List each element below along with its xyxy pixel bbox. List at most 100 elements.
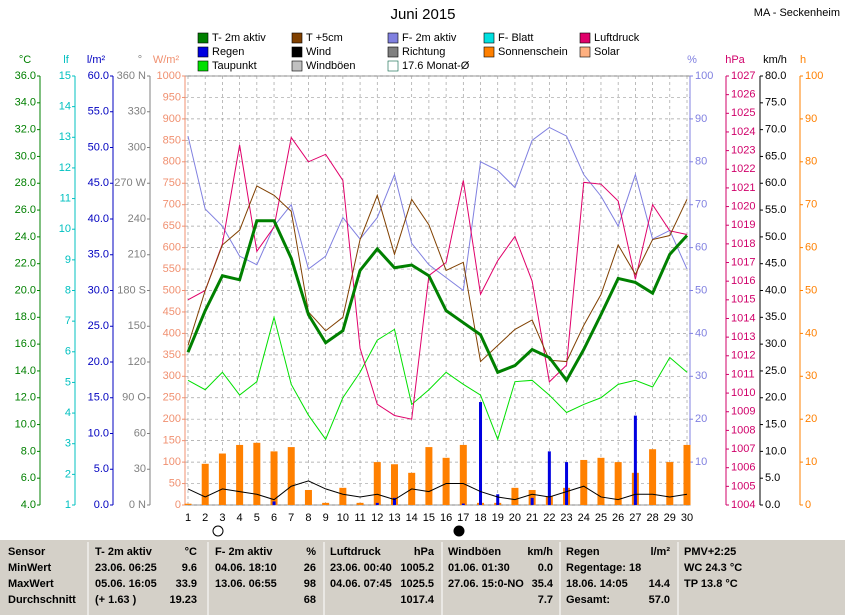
x-tick-label: 27 — [629, 512, 641, 524]
x-tick-label: 15 — [423, 512, 435, 524]
sun-bar — [373, 462, 381, 505]
axis-unit: °C — [19, 54, 31, 66]
tick-label: 950 — [163, 91, 181, 103]
tick-label: 100 — [805, 70, 823, 82]
axis-unit: ° — [138, 54, 142, 66]
sun-bar — [218, 453, 226, 505]
sun-bar — [425, 447, 433, 505]
table-cell: 68 — [304, 594, 316, 606]
tick-label: 18.0 — [15, 311, 36, 323]
tick-label: 50 — [695, 284, 707, 296]
tick-label: 1016 — [731, 275, 755, 287]
series-line — [187, 185, 688, 363]
legend-swatch — [387, 32, 399, 44]
tick-label: 36.0 — [15, 70, 36, 82]
tick-label: 14.0 — [15, 365, 36, 377]
table-cell: Luftdruck — [330, 546, 382, 558]
tick-label: 270 W — [114, 177, 146, 189]
sun-bar — [442, 457, 450, 505]
table-cell: % — [306, 546, 316, 558]
tick-label: 1024 — [731, 126, 755, 138]
tick-label: 40 — [805, 327, 817, 339]
tick-label: 1021 — [731, 182, 755, 194]
tick-label: 60 — [805, 242, 817, 254]
table-cell: 9.6 — [182, 562, 197, 574]
tick-label: 1019 — [731, 219, 755, 231]
tick-label: 150 — [163, 435, 181, 447]
legend-label: Wind — [306, 46, 331, 58]
tick-label: 150 — [128, 320, 146, 332]
tick-label: 15.0 — [765, 418, 786, 430]
tick-label: 400 — [163, 327, 181, 339]
legend-swatch — [197, 32, 209, 44]
tick-label: 90 — [695, 113, 707, 125]
x-tick-label: 5 — [254, 512, 260, 524]
tick-label: 28.0 — [15, 177, 36, 189]
table-cell: 0.0 — [538, 562, 553, 574]
sun-bar — [236, 444, 244, 505]
x-tick-label: 6 — [271, 512, 277, 524]
table-cell: 19.23 — [169, 594, 197, 606]
sun-bar — [511, 487, 519, 505]
tick-label: 15 — [59, 70, 71, 82]
tick-label: 6 — [65, 346, 71, 358]
tick-label: 32.0 — [15, 124, 36, 136]
x-tick-label: 21 — [526, 512, 538, 524]
tick-label: 300 — [128, 141, 146, 153]
tick-label: 1018 — [731, 238, 755, 250]
tick-label: 70 — [695, 199, 707, 211]
tick-label: 50 — [169, 477, 181, 489]
tick-label: 10 — [695, 456, 707, 468]
station: MA - Seckenheim — [754, 7, 840, 19]
tick-label: 22.0 — [15, 258, 36, 270]
rain-bar — [375, 502, 379, 505]
tick-label: 40 — [695, 327, 707, 339]
tick-label: 5.0 — [765, 472, 780, 484]
table-cell: MaxWert — [8, 578, 54, 590]
tick-label: 12.0 — [15, 392, 36, 404]
axis-unit: l/m² — [87, 54, 106, 66]
tick-label: 1013 — [731, 331, 755, 343]
tick-label: 210 — [128, 249, 146, 261]
sun-bar — [339, 487, 347, 505]
legend-label: Windböen — [306, 60, 356, 72]
tick-label: 650 — [163, 220, 181, 232]
tick-label: 60 — [695, 242, 707, 254]
table-cell: Regen — [566, 546, 600, 558]
tick-label: 60.0 — [88, 70, 109, 82]
sun-bar — [390, 464, 398, 505]
moon-new — [453, 525, 465, 537]
table-cell: 1025.5 — [400, 578, 434, 590]
tick-label: 20.0 — [765, 392, 786, 404]
tick-label: 1017 — [731, 256, 755, 268]
x-tick-label: 18 — [474, 512, 486, 524]
tick-label: 1007 — [731, 443, 755, 455]
tick-label: 15.0 — [88, 392, 109, 404]
x-tick-label: 2 — [202, 512, 208, 524]
tick-label: 1010 — [731, 387, 755, 399]
tick-label: 4 — [65, 407, 71, 419]
series-line — [187, 126, 688, 292]
tick-label: 1 — [65, 499, 71, 511]
axis-unit: % — [687, 54, 697, 66]
tick-label: 240 — [128, 213, 146, 225]
tick-label: 3 — [65, 438, 71, 450]
legend-label: 17.6 Monat-Ø — [402, 60, 470, 72]
tick-label: 7 — [65, 315, 71, 327]
legend-swatch — [483, 46, 495, 58]
x-tick-label: 23 — [560, 512, 572, 524]
tick-label: 1026 — [731, 89, 755, 101]
table-cell: 04.06. 18:10 — [215, 562, 277, 574]
x-tick-label: 8 — [305, 512, 311, 524]
table-cell: 33.9 — [176, 578, 197, 590]
table-cell: 1005.2 — [400, 562, 434, 574]
x-tick-label: 14 — [406, 512, 418, 524]
sun-bar — [683, 444, 691, 505]
table-bg — [0, 540, 845, 615]
legend-label: Richtung — [402, 46, 445, 58]
tick-label: 1023 — [731, 145, 755, 157]
tick-label: 20 — [695, 413, 707, 425]
tick-label: 250 — [163, 392, 181, 404]
x-tick-label: 22 — [543, 512, 555, 524]
tick-label: 12 — [59, 162, 71, 174]
